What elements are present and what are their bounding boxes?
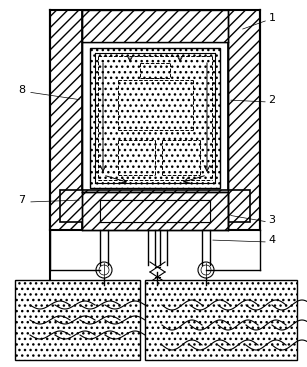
Bar bbox=[145, 280, 297, 360]
Bar bbox=[228, 10, 260, 230]
Bar bbox=[150, 285, 292, 355]
Bar bbox=[100, 200, 210, 222]
Text: 3: 3 bbox=[269, 215, 275, 225]
Bar bbox=[15, 280, 140, 360]
Bar bbox=[60, 10, 250, 42]
Bar bbox=[60, 190, 250, 222]
Bar bbox=[20, 285, 135, 355]
Bar bbox=[90, 48, 220, 188]
Text: 8: 8 bbox=[18, 85, 25, 95]
Text: 7: 7 bbox=[18, 195, 25, 205]
Bar bbox=[20, 285, 135, 355]
Text: 4: 4 bbox=[268, 235, 276, 245]
Bar bbox=[82, 192, 228, 230]
Text: 1: 1 bbox=[269, 13, 275, 23]
Bar bbox=[82, 10, 228, 42]
Bar bbox=[50, 10, 82, 230]
Text: 2: 2 bbox=[268, 95, 276, 105]
